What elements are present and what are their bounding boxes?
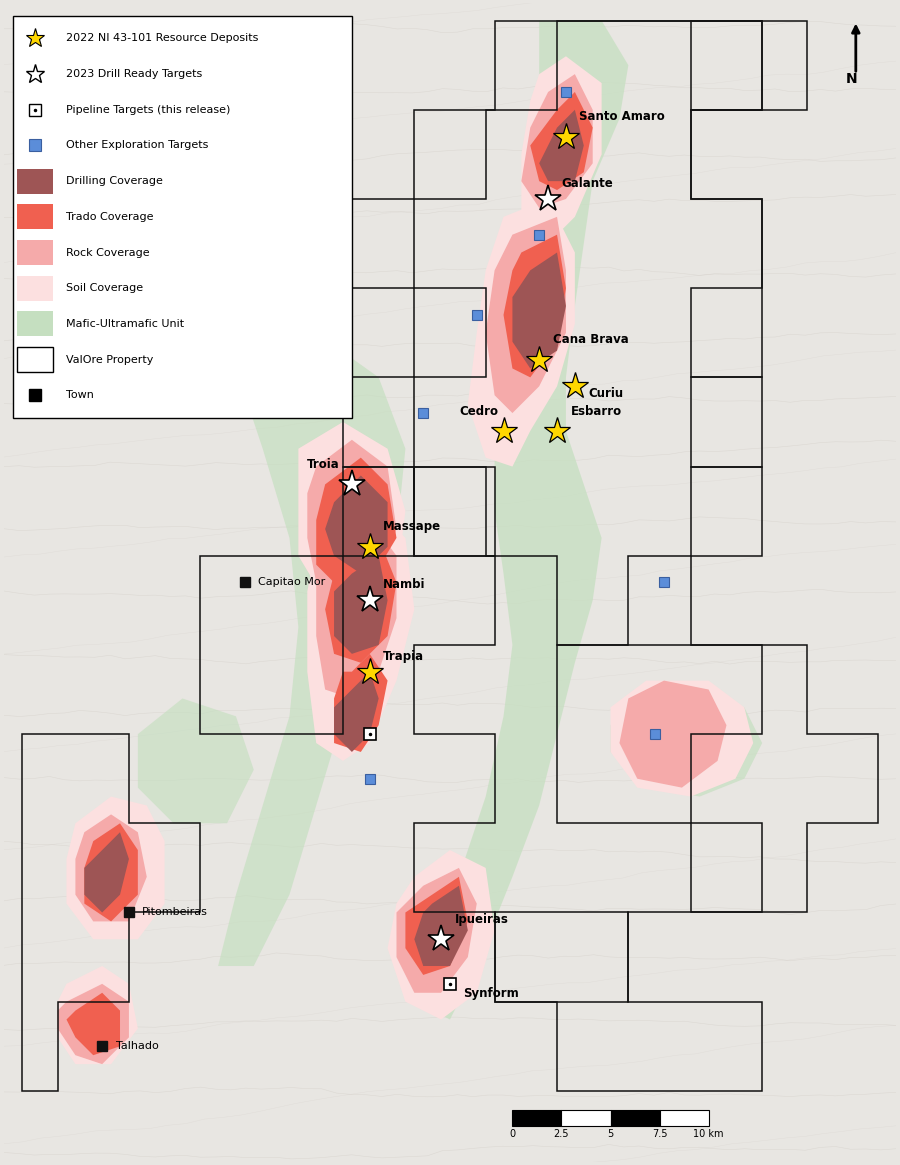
Polygon shape: [218, 333, 405, 966]
Text: Nambi: Nambi: [383, 578, 426, 592]
Polygon shape: [325, 538, 397, 663]
Polygon shape: [76, 814, 147, 922]
Text: Ipueiras: Ipueiras: [454, 913, 508, 926]
Text: Synform: Synform: [464, 987, 519, 1001]
Bar: [17, 311, 53, 337]
Text: Town: Town: [67, 390, 94, 401]
Text: Cedro: Cedro: [459, 404, 498, 417]
Polygon shape: [334, 556, 388, 654]
Bar: [17, 204, 53, 230]
Polygon shape: [405, 877, 468, 975]
Bar: [17, 276, 53, 301]
Polygon shape: [610, 680, 753, 797]
Polygon shape: [316, 458, 397, 592]
Polygon shape: [307, 502, 414, 761]
Text: Galante: Galante: [562, 177, 613, 190]
Polygon shape: [530, 92, 593, 190]
Polygon shape: [521, 56, 601, 243]
Text: 2.5: 2.5: [554, 1129, 569, 1139]
Polygon shape: [334, 672, 379, 751]
Polygon shape: [85, 832, 129, 912]
Polygon shape: [325, 475, 388, 573]
Polygon shape: [619, 680, 726, 788]
Bar: [512, 1109, 562, 1125]
Bar: [17, 347, 53, 372]
Polygon shape: [138, 699, 254, 824]
Text: 10 km: 10 km: [693, 1129, 724, 1139]
Polygon shape: [85, 824, 138, 922]
Polygon shape: [67, 797, 165, 939]
Text: 5: 5: [608, 1129, 614, 1139]
Polygon shape: [316, 520, 397, 699]
Text: Mafic-Ultramafic Unit: Mafic-Ultramafic Unit: [67, 319, 184, 329]
Text: Soil Coverage: Soil Coverage: [67, 283, 144, 294]
Text: Rock Coverage: Rock Coverage: [67, 247, 150, 257]
Text: 2023 Drill Ready Targets: 2023 Drill Ready Targets: [67, 69, 203, 79]
Text: Troia: Troia: [307, 458, 340, 471]
Text: Massape: Massape: [383, 521, 441, 534]
Bar: [562, 1109, 610, 1125]
Polygon shape: [299, 422, 405, 609]
Text: N: N: [845, 72, 857, 86]
Text: Trado Coverage: Trado Coverage: [67, 212, 154, 221]
Text: Pipeline Targets (this release): Pipeline Targets (this release): [67, 105, 231, 115]
Text: Curiu: Curiu: [589, 387, 624, 400]
Polygon shape: [521, 75, 593, 207]
Polygon shape: [58, 984, 129, 1064]
Polygon shape: [468, 199, 575, 466]
Text: ValOre Property: ValOre Property: [67, 354, 154, 365]
Text: Drilling Coverage: Drilling Coverage: [67, 176, 164, 186]
Polygon shape: [58, 966, 138, 1064]
Text: Trapia: Trapia: [383, 650, 424, 663]
Polygon shape: [388, 850, 495, 1019]
Text: 0: 0: [509, 1129, 516, 1139]
Polygon shape: [334, 654, 388, 751]
Text: Pitombeiras: Pitombeiras: [142, 908, 208, 918]
Text: Capitao Mor: Capitao Mor: [258, 578, 326, 587]
Text: Talhado: Talhado: [115, 1042, 158, 1051]
Polygon shape: [414, 885, 468, 966]
Text: Cana Brava: Cana Brava: [553, 333, 628, 346]
Bar: [660, 1109, 708, 1125]
Polygon shape: [512, 253, 566, 368]
Bar: [17, 240, 53, 264]
Polygon shape: [307, 440, 397, 600]
Text: 7.5: 7.5: [652, 1129, 667, 1139]
Polygon shape: [486, 217, 566, 414]
Bar: [13, 16, 352, 417]
Bar: [17, 169, 53, 193]
Text: Santo Amaro: Santo Amaro: [580, 111, 665, 123]
Text: 2022 NI 43-101 Resource Deposits: 2022 NI 43-101 Resource Deposits: [67, 34, 259, 43]
Polygon shape: [67, 993, 120, 1055]
Polygon shape: [503, 234, 566, 377]
Polygon shape: [539, 110, 584, 181]
Text: Esbarro: Esbarro: [571, 404, 622, 417]
Text: Other Exploration Targets: Other Exploration Targets: [67, 141, 209, 150]
Polygon shape: [414, 21, 628, 1019]
Polygon shape: [610, 690, 762, 797]
Bar: [610, 1109, 660, 1125]
Polygon shape: [397, 868, 477, 993]
